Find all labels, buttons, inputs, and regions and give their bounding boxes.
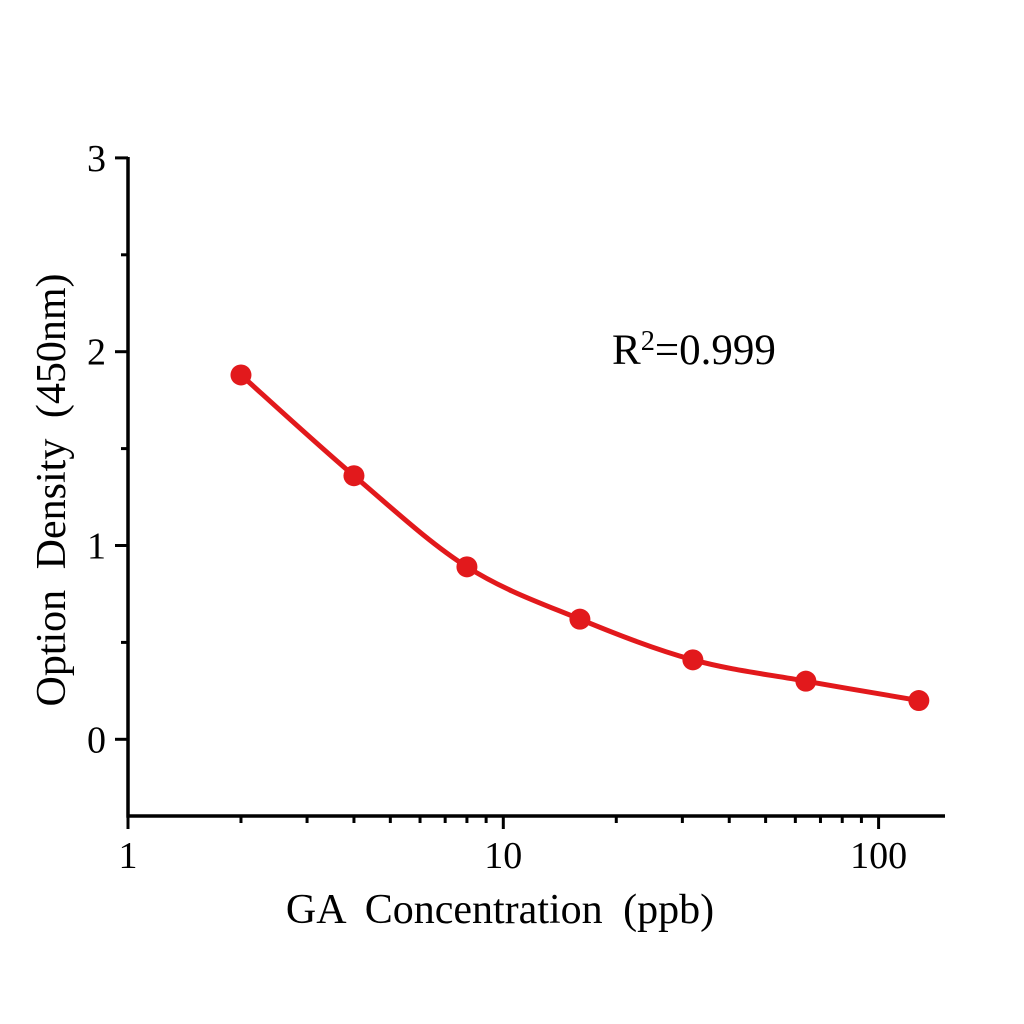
data-point-marker bbox=[908, 690, 930, 712]
y-tick-label: 0 bbox=[87, 719, 106, 761]
y-tick-label: 1 bbox=[87, 526, 106, 568]
data-point-marker bbox=[682, 649, 704, 671]
data-point-marker bbox=[795, 670, 817, 692]
x-tick-label: 10 bbox=[484, 835, 522, 877]
annotation-r: R bbox=[612, 327, 641, 374]
fitted-curve-line bbox=[238, 372, 922, 704]
x-tick-label: 1 bbox=[119, 835, 138, 877]
y-tick-label: 3 bbox=[87, 138, 106, 180]
y-axis-title: Option Density (450nm) bbox=[29, 273, 75, 707]
r-squared-annotation: R2=0.999 bbox=[612, 326, 776, 375]
data-point-marker bbox=[456, 556, 478, 578]
x-tick-label: 100 bbox=[850, 835, 907, 877]
y-tick-label: 2 bbox=[87, 332, 106, 374]
data-point-marker bbox=[569, 608, 591, 630]
data-point-marker bbox=[230, 364, 252, 386]
x-axis-title: GA Concentration (ppb) bbox=[285, 887, 715, 933]
annotation-superscript-2: 2 bbox=[640, 325, 655, 357]
data-point-marker bbox=[343, 465, 365, 487]
annotation-value: =0.999 bbox=[654, 327, 776, 374]
axis-frame bbox=[126, 157, 945, 818]
